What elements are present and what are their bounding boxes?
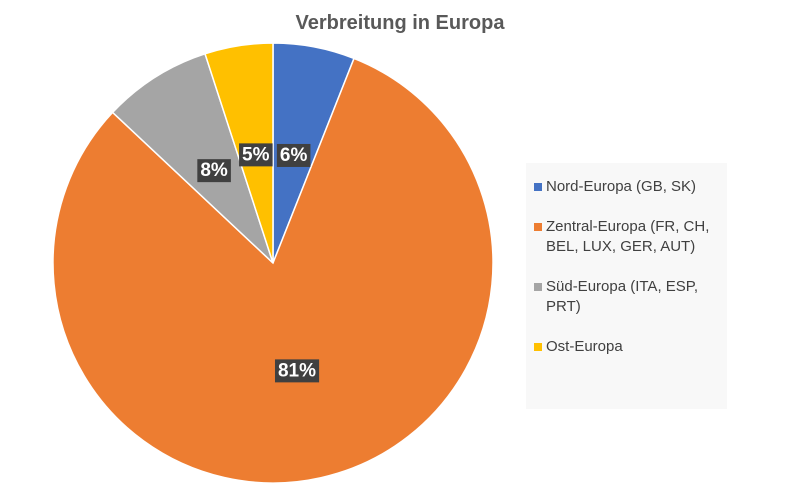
data-label-box	[197, 159, 231, 183]
data-label-text: 8%	[200, 160, 228, 181]
legend-swatch	[534, 223, 542, 231]
data-label: 6%	[276, 143, 311, 167]
pie-slice	[52, 57, 494, 484]
legend-swatch	[534, 183, 542, 191]
data-label-box	[239, 143, 273, 167]
pie-slice	[111, 52, 274, 264]
data-label: 5%	[239, 143, 273, 167]
pie-slice	[204, 42, 274, 264]
legend-item: Ost-Europa	[534, 337, 717, 357]
legend-swatch	[534, 343, 542, 351]
legend-item: Nord-Europa (GB, SK)	[534, 177, 717, 197]
data-label: 81%	[274, 359, 320, 383]
data-label-text: 81%	[278, 360, 316, 381]
legend: Nord-Europa (GB, SK) Zentral-Europa (FR, …	[526, 163, 727, 409]
legend-label: Zentral-Europa (FR, CH, BEL, LUX, GER, A…	[546, 218, 710, 255]
data-label-box	[274, 359, 320, 383]
legend-label: Nord-Europa (GB, SK)	[546, 178, 697, 195]
chart-title: Verbreitung in Europa	[296, 12, 506, 34]
data-label: 8%	[197, 159, 231, 183]
data-label-box	[276, 143, 311, 167]
legend-item: Süd-Europa (ITA, ESP, PRT)	[534, 277, 717, 317]
data-label-text: 6%	[280, 145, 308, 166]
legend-item: Zentral-Europa (FR, CH, BEL, LUX, GER, A…	[534, 217, 717, 257]
legend-label: Süd-Europa (ITA, ESP, PRT)	[546, 278, 699, 315]
legend-swatch	[534, 283, 542, 291]
legend-label: Ost-Europa	[546, 338, 623, 355]
data-label-text: 5%	[242, 144, 270, 165]
